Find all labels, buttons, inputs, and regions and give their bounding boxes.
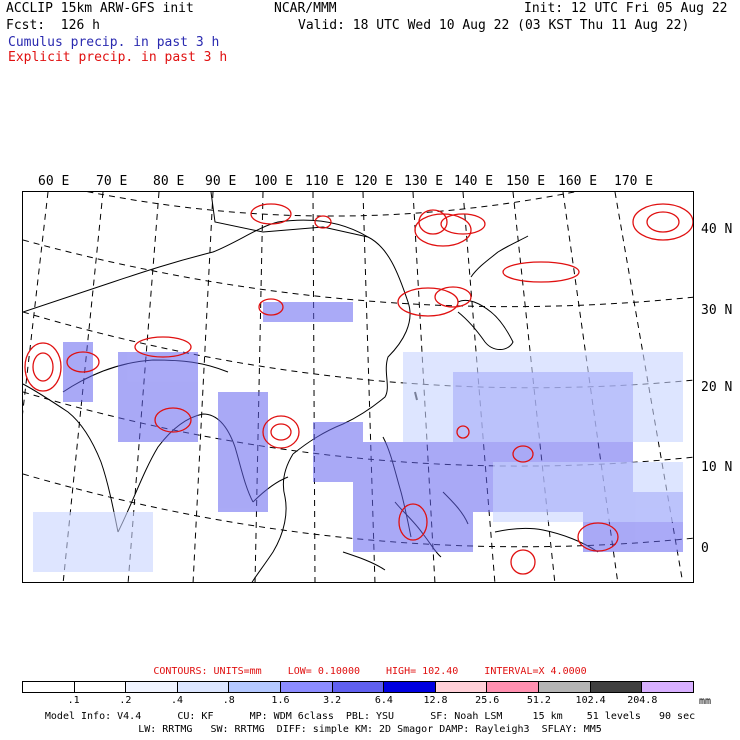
color-swatch xyxy=(642,682,693,692)
unit-label: mm xyxy=(699,696,712,707)
color-swatch xyxy=(229,682,282,692)
lon-label: 60 E xyxy=(38,174,70,189)
model-info-line1: Model Info: V4.4 CU: KF MP: WDM 6class P… xyxy=(44,711,696,722)
tick-label: 51.2 xyxy=(526,695,551,706)
high-label: HIGH= 102.40 xyxy=(386,666,459,677)
lon-label: 110 E xyxy=(305,174,345,189)
model-info-line2: LW: RRTMG SW: RRTMG DIFF: simple KM: 2D … xyxy=(138,724,602,735)
tick-label: .1 xyxy=(67,695,80,706)
forecast-hour: Fcst: 126 h xyxy=(6,18,100,33)
valid-time: Valid: 18 UTC Wed 10 Aug 22 (03 KST Thu … xyxy=(298,18,690,33)
tick-label: .8 xyxy=(222,695,235,706)
color-swatch xyxy=(126,682,178,692)
tick-label: 3.2 xyxy=(323,695,342,706)
tick-label: 6.4 xyxy=(374,695,393,706)
lat-label: 40 N xyxy=(701,222,733,237)
lon-label: 150 E xyxy=(506,174,546,189)
init-time: Init: 12 UTC Fri 05 Aug 22 xyxy=(524,1,728,16)
tick-label: .2 xyxy=(119,695,132,706)
color-swatch xyxy=(435,682,488,692)
precip-map xyxy=(22,191,694,583)
lat-label: 20 N xyxy=(701,380,733,395)
tick-label: 1.6 xyxy=(271,695,290,706)
lat-label: 0 xyxy=(701,541,709,556)
lon-label: 140 E xyxy=(454,174,494,189)
lon-label: 160 E xyxy=(558,174,598,189)
color-swatch xyxy=(590,682,643,692)
tick-label: 25.6 xyxy=(475,695,500,706)
contours-label: CONTOURS: UNITS=mm xyxy=(153,666,262,677)
map-canvas xyxy=(23,192,693,582)
lon-label: 170 E xyxy=(614,174,654,189)
color-swatch xyxy=(487,682,540,692)
lat-label: 10 N xyxy=(701,460,733,475)
color-swatch xyxy=(281,682,333,692)
color-swatch xyxy=(74,682,127,692)
color-swatch xyxy=(539,682,591,692)
tick-label: 102.4 xyxy=(575,695,606,706)
cumulus-light xyxy=(33,352,683,572)
lon-label: 130 E xyxy=(404,174,444,189)
color-swatch xyxy=(332,682,385,692)
color-bar xyxy=(22,681,694,693)
lon-label: 100 E xyxy=(254,174,294,189)
center-label: NCAR/MMM xyxy=(274,1,337,16)
tick-label: .4 xyxy=(171,695,184,706)
color-swatch xyxy=(177,682,230,692)
explicit-precip xyxy=(24,203,693,575)
low-label: LOW= 0.10000 xyxy=(287,666,360,677)
lon-label: 80 E xyxy=(153,174,185,189)
model-title: ACCLIP 15km ARW-GFS init xyxy=(6,1,194,16)
lat-label: 30 N xyxy=(701,303,733,318)
tick-label: 12.8 xyxy=(423,695,448,706)
tick-label: 204.8 xyxy=(627,695,658,706)
lon-label: 120 E xyxy=(354,174,394,189)
interval-label: INTERVAL=X 4.0000 xyxy=(484,666,587,677)
cumulus-label: Cumulus precip. in past 3 h xyxy=(8,35,220,50)
color-swatch xyxy=(23,682,75,692)
legend-title: CONTOURS: UNITS=mm LOW= 0.10000 HIGH= 10… xyxy=(0,666,740,677)
explicit-label: Explicit precip. in past 3 h xyxy=(8,50,228,65)
color-swatch xyxy=(384,682,436,692)
lon-label: 90 E xyxy=(205,174,237,189)
lon-label: 70 E xyxy=(96,174,128,189)
